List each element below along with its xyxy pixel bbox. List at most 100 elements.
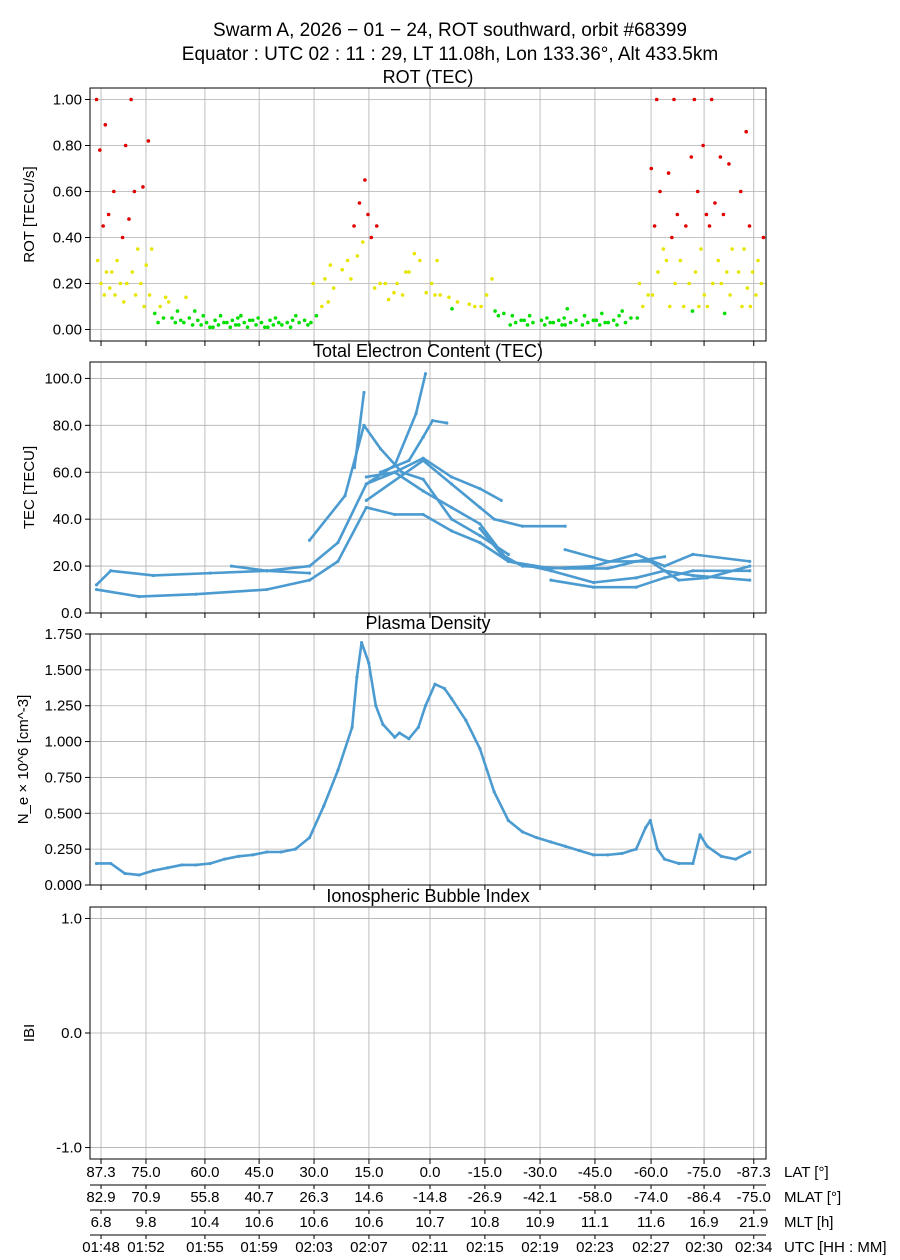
rot-point: [328, 263, 333, 267]
rot-point: [479, 304, 483, 309]
rot-point: [745, 286, 750, 290]
rot-point: [273, 316, 278, 320]
x-tick-label: 02:11: [412, 1239, 448, 1256]
density-line-point: [549, 840, 553, 844]
rot-point: [331, 286, 336, 290]
rot-point: [450, 307, 454, 311]
rot-point: [233, 323, 238, 327]
tec-arc-point: [748, 578, 752, 582]
y-tick-label: 0.00: [53, 322, 82, 339]
density-line-point: [208, 861, 212, 866]
rot-point: [580, 323, 585, 327]
rot-point: [201, 313, 206, 318]
rot-point: [562, 316, 566, 320]
tec-arc-point: [307, 571, 312, 575]
tec-arc-point: [307, 578, 312, 582]
rot-point: [239, 313, 243, 318]
density-line-point: [698, 833, 702, 837]
rot-point: [586, 320, 590, 325]
data-layer: [94, 97, 766, 330]
x-tick-label: -58.0: [578, 1189, 612, 1206]
rot-point: [522, 318, 526, 323]
rot-point: [173, 320, 178, 325]
rot-point: [311, 281, 315, 286]
x-tick-label: -45.0: [578, 1164, 612, 1181]
density-line-point: [109, 861, 113, 866]
density-line-point: [506, 818, 510, 823]
y-tick-label: 1.750: [44, 626, 82, 643]
density-line-point: [442, 686, 447, 691]
tec-arc-point: [400, 470, 404, 474]
rot-point: [144, 263, 149, 267]
x-tick-label: 10.6: [245, 1214, 274, 1231]
x-tick-label: 21.9: [739, 1214, 768, 1231]
tec-arc-point: [94, 587, 99, 592]
x-tick-label: 16.9: [689, 1214, 718, 1231]
rot-point: [386, 297, 391, 302]
x-tick-label: 02:34: [735, 1239, 773, 1256]
rot-point: [699, 247, 703, 251]
y-tick-label: 60.0: [53, 464, 82, 481]
tec-arc-point: [748, 569, 752, 573]
density-line-point: [180, 863, 184, 867]
rot-point: [204, 320, 209, 325]
tec-arc-point: [307, 538, 312, 542]
density-line-point: [733, 857, 738, 861]
rot-point: [652, 224, 657, 228]
rot-point: [654, 97, 659, 102]
rot-point: [175, 309, 180, 313]
x-tick-label: 0.0: [420, 1164, 441, 1181]
rot-point: [285, 320, 290, 325]
rot-point: [302, 318, 307, 323]
x-tick-label: 11.6: [637, 1214, 665, 1231]
y-tick-label: 1.250: [44, 698, 82, 715]
x-tick-label: 55.8: [190, 1189, 219, 1206]
rot-point: [689, 155, 694, 159]
rot-point: [606, 320, 611, 325]
tec-arc-point: [478, 505, 482, 510]
rot-point: [196, 318, 200, 323]
density-line-point: [648, 818, 652, 823]
rot-point: [363, 178, 367, 182]
y-tick-label: 20.0: [53, 558, 82, 575]
x-tick-label: -87.3: [737, 1164, 771, 1181]
y-tick-label: 80.0: [53, 417, 82, 434]
rot-point: [545, 316, 549, 320]
tec-arc: [380, 419, 448, 474]
rot-point: [383, 281, 388, 286]
rot-point: [163, 295, 168, 300]
rot-point: [656, 270, 660, 274]
rot-point: [360, 240, 365, 244]
rot-point: [323, 277, 327, 281]
rot-point: [142, 304, 146, 309]
density-line: [96, 641, 751, 877]
tec-arc-point: [492, 517, 496, 521]
rot-point: [256, 316, 260, 320]
density-line-point: [577, 848, 581, 853]
rot-point: [132, 189, 137, 194]
rot-point: [556, 318, 561, 323]
rot-point: [369, 235, 374, 240]
rot-point: [707, 224, 712, 228]
panels: 0.00 0.20 0.40 0.60 0.80 1.00 ROT (TEC) ROT [TE…: [15, 67, 767, 1164]
rot-point: [242, 320, 247, 325]
y-axis-label: IBI: [21, 1024, 38, 1042]
rot-point: [314, 313, 319, 318]
rot-point: [156, 320, 160, 325]
rot-point: [724, 270, 729, 274]
x-tick-label: 01:52: [127, 1239, 165, 1256]
tec-arc-point: [478, 487, 482, 491]
rot-point: [276, 320, 281, 325]
tec-arc-point: [364, 498, 368, 503]
rot-point: [705, 304, 710, 309]
tec-arc-point: [423, 372, 428, 376]
rot-point: [539, 318, 544, 323]
rot-point: [135, 247, 140, 251]
rot-point: [574, 318, 578, 323]
tec-arc-point: [478, 533, 482, 538]
rot-point: [747, 224, 752, 228]
rot-point: [118, 281, 123, 286]
rot-point: [146, 139, 151, 143]
tec-arc-point: [606, 566, 610, 571]
rot-point: [761, 235, 766, 240]
